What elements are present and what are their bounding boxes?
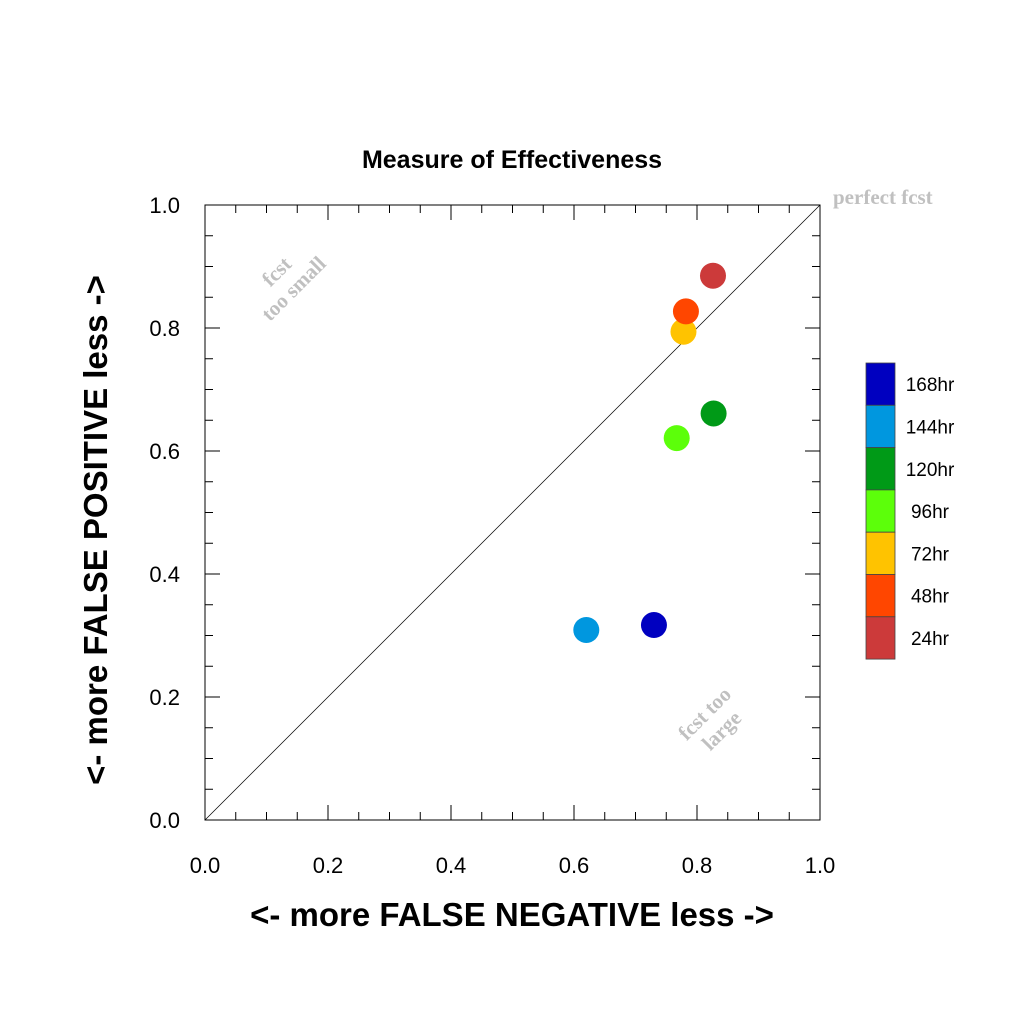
legend-label-144hr: 144hr bbox=[906, 417, 955, 438]
x-tick-label: 1.0 bbox=[805, 853, 836, 878]
x-axis-title: <- more FALSE NEGATIVE less -> bbox=[250, 896, 774, 933]
data-point-48hr bbox=[672, 298, 699, 325]
y-tick-label: 0.0 bbox=[149, 808, 180, 833]
legend-swatch-96hr bbox=[865, 489, 896, 533]
legend-label-24hr: 24hr bbox=[911, 629, 950, 650]
legend-swatch-48hr bbox=[865, 574, 896, 618]
x-tick-label: 0.6 bbox=[559, 853, 590, 878]
data-point-96hr bbox=[663, 425, 690, 452]
legend-swatch-72hr bbox=[865, 531, 896, 575]
y-tick-labels: 0.0 0.2 0.4 0.6 0.8 1.0 bbox=[149, 193, 180, 833]
y-tick-label: 0.8 bbox=[149, 316, 180, 341]
legend-label-96hr: 96hr bbox=[911, 502, 950, 523]
x-tick-label: 0.4 bbox=[436, 853, 467, 878]
legend-label-168hr: 168hr bbox=[906, 375, 955, 396]
chart-title: Measure of Effectiveness bbox=[362, 146, 662, 174]
y-tick-label: 0.6 bbox=[149, 439, 180, 464]
legend-label-72hr: 72hr bbox=[911, 544, 950, 565]
x-tick-label: 0.0 bbox=[190, 853, 221, 878]
legend-label-120hr: 120hr bbox=[906, 460, 955, 481]
x-tick-label: 0.2 bbox=[313, 853, 344, 878]
x-tick-labels: 0.0 0.2 0.4 0.6 0.8 1.0 bbox=[190, 853, 836, 878]
data-point-120hr bbox=[700, 400, 727, 427]
axis-ticks bbox=[204, 204, 821, 821]
legend-swatch-144hr bbox=[865, 404, 896, 448]
data-point-72hr bbox=[670, 318, 697, 345]
perfect-forecast-diagonal bbox=[204, 204, 821, 821]
legend-swatch-24hr bbox=[865, 616, 896, 660]
data-point-168hr bbox=[640, 612, 667, 639]
too-large-annotation: fcst too large bbox=[673, 682, 746, 755]
y-tick-label: 0.4 bbox=[149, 562, 180, 587]
y-tick-label: 0.2 bbox=[149, 685, 180, 710]
legend: 168hr 144hr 120hr 96hr 72hr 48hr 24hr bbox=[865, 362, 955, 660]
x-tick-label: 0.8 bbox=[682, 853, 713, 878]
data-point-144hr bbox=[573, 616, 600, 643]
data-points bbox=[573, 262, 727, 643]
too-small-annotation: fcst too small bbox=[256, 251, 330, 325]
legend-swatch-168hr bbox=[865, 362, 896, 406]
perfect-forecast-label: perfect fcst bbox=[833, 185, 933, 209]
y-tick-label: 1.0 bbox=[149, 193, 180, 218]
legend-label-48hr: 48hr bbox=[911, 587, 950, 608]
data-point-24hr bbox=[699, 262, 726, 289]
y-axis-title: <- more FALSE POSITIVE less -> bbox=[77, 275, 114, 785]
legend-swatch-120hr bbox=[865, 447, 896, 491]
